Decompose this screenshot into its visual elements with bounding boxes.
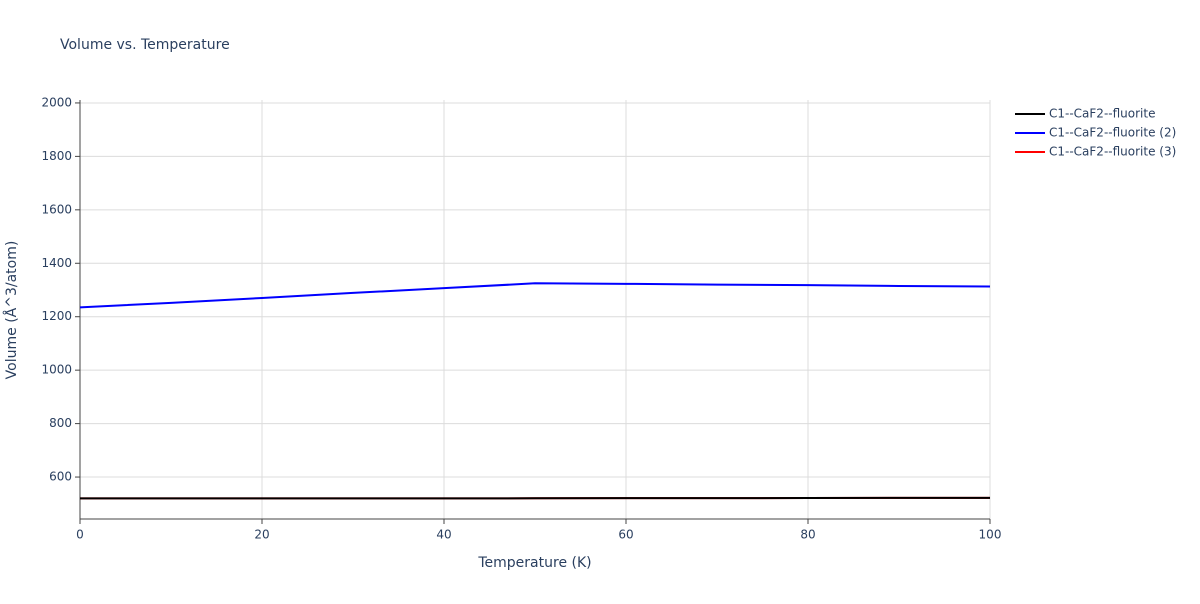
x-tick-label: 60 bbox=[618, 528, 633, 542]
series-line bbox=[80, 496, 990, 500]
chart-title: Volume vs. Temperature bbox=[60, 37, 230, 53]
y-tick-label: 1000 bbox=[41, 363, 72, 377]
y-tick-label: 800 bbox=[49, 416, 72, 430]
y-axis-label: Volume (Å^3/atom) bbox=[3, 241, 20, 380]
x-tick-label: 80 bbox=[800, 528, 815, 542]
x-tick-label: 100 bbox=[979, 528, 1002, 542]
x-tick-label: 20 bbox=[254, 528, 269, 542]
y-tick-label: 2000 bbox=[41, 95, 72, 109]
legend-label: C1--CaF2--fluorite (3) bbox=[1049, 145, 1176, 159]
y-tick-label: 600 bbox=[49, 470, 72, 484]
y-tick-label: 1200 bbox=[41, 309, 72, 323]
x-tick-label: 40 bbox=[436, 528, 451, 542]
y-tick-label: 1600 bbox=[41, 202, 72, 216]
legend-label: C1--CaF2--fluorite (2) bbox=[1049, 126, 1176, 140]
x-tick-label: 0 bbox=[76, 528, 84, 542]
y-tick-label: 1400 bbox=[41, 256, 72, 270]
legend-label: C1--CaF2--fluorite bbox=[1049, 107, 1155, 121]
series-line bbox=[79, 282, 991, 309]
y-tick-label: 1800 bbox=[41, 149, 72, 163]
x-axis-label: Temperature (K) bbox=[477, 555, 591, 571]
